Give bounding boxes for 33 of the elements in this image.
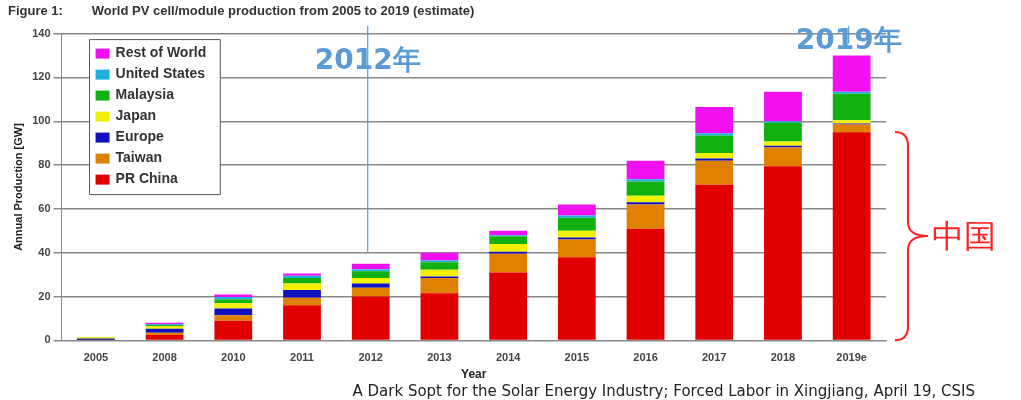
x-axis-title: Year: [461, 367, 487, 382]
x-tick-label: 2019e: [836, 351, 867, 364]
x-tick-label: 2016: [633, 351, 658, 364]
legend-label: Rest of World: [115, 44, 207, 61]
text: 中国: [932, 216, 996, 257]
legend-label: Taiwan: [115, 149, 162, 166]
ref-line-label: 2019年: [795, 23, 902, 57]
y-tick-label: 20: [38, 289, 51, 302]
y-tick-label: 100: [32, 114, 51, 127]
x-tick-label: 2005: [83, 351, 109, 364]
x-tick-label: 2008: [152, 351, 177, 364]
legend-label: Malaysia: [115, 86, 175, 103]
y-tick-label: 60: [38, 201, 51, 214]
y-tick-label: 80: [38, 158, 51, 171]
y-tick-label: 40: [38, 245, 51, 258]
legend-label: Japan: [115, 107, 157, 124]
x-tick-label: 2012: [358, 351, 383, 364]
y-tick-label: 0: [44, 333, 51, 346]
y-tick-label: 120: [32, 70, 51, 83]
x-tick-label: 2010: [221, 351, 246, 364]
x-tick-label: 2011: [290, 351, 314, 364]
x-tick-label: 2013: [427, 351, 452, 364]
legend-label: PR China: [115, 170, 178, 187]
x-tick-label: 2017: [702, 351, 727, 364]
x-tick-label: 2018: [770, 351, 796, 364]
x-tick-label: 2015: [564, 351, 590, 364]
legend-label: United States: [115, 65, 206, 82]
x-tick-label: 2014: [495, 351, 522, 364]
chart-title: Figure 1: World PV cell/module production from 2005 to 2019 (estimate): [8, 3, 475, 19]
y-axis-title: Annual Production [GW]: [11, 122, 24, 251]
y-tick-label: 140: [32, 26, 51, 39]
legend-label: Europe: [115, 128, 164, 145]
text: A Dark Sopt for the Solar Energy Industry; Forced Labor in Xingjiang, April 19, CSIS: [352, 382, 975, 400]
